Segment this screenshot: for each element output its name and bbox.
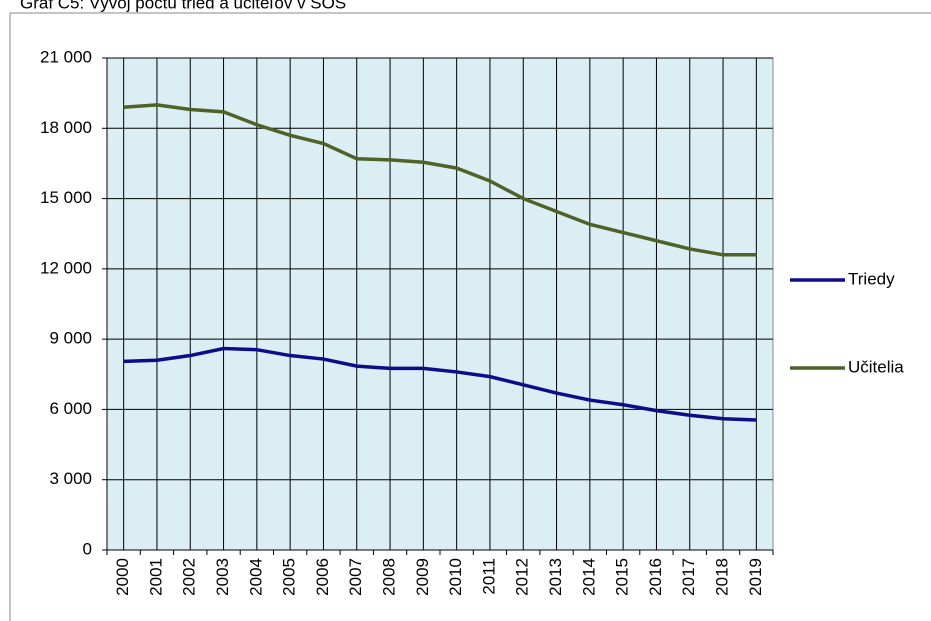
y-tick-label: 12 000 [40,258,92,277]
y-tick-label: 15 000 [40,188,92,207]
y-tick-label: 6 000 [49,399,92,418]
x-tick-label: 2013 [546,558,565,596]
x-tick-label: 2019 [746,558,765,596]
y-tick-label: 21 000 [40,47,92,66]
x-tick-label: 2012 [513,558,532,596]
chart-title: Graf C5: Vývoj počtu tried a učiteľov v … [20,0,346,12]
x-tick-label: 2015 [613,558,632,596]
y-tick-label: 9 000 [49,329,92,348]
x-tick-label: 2005 [280,558,299,596]
x-tick-label: 2001 [146,558,165,596]
y-tick-label: 18 000 [40,118,92,137]
x-tick-label: 2004 [246,558,265,596]
legend-label: Učitelia [848,357,904,376]
x-tick-label: 2002 [180,558,199,596]
x-tick-label: 2008 [380,558,399,596]
y-tick-label: 0 [83,539,92,558]
x-tick-label: 2011 [479,558,498,595]
plot-area [106,57,774,551]
x-tick-label: 2009 [413,558,432,596]
series-line [123,103,757,257]
x-tick-label: 2003 [213,558,232,596]
x-tick-label: 2018 [713,558,732,596]
x-tick-label: 2017 [679,558,698,596]
x-tick-label: 2010 [446,558,465,596]
x-tick-label: 2000 [113,558,132,596]
x-tick-label: 2006 [313,558,332,596]
x-tick-label: 2014 [579,558,598,596]
legend-label: Triedy [848,269,895,288]
series-line [123,346,757,422]
x-tick-label: 2007 [346,558,365,596]
x-tick-label: 2016 [646,558,665,596]
y-tick-label: 3 000 [49,469,92,488]
